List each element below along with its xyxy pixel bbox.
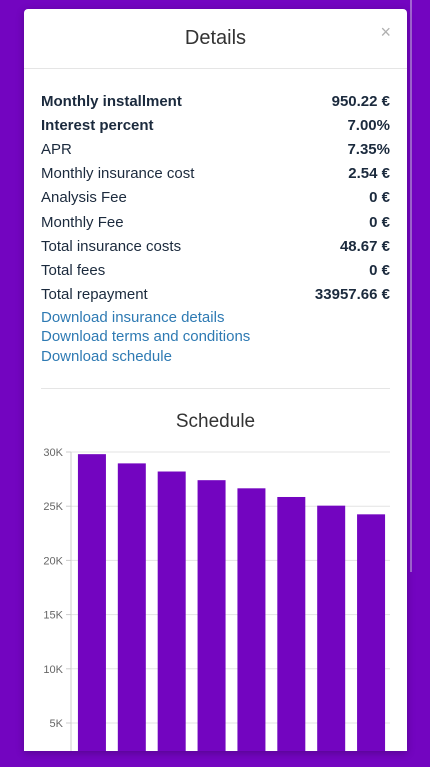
y-tick-label: 5K <box>50 718 64 730</box>
detail-value: 7.35% <box>347 140 390 158</box>
detail-label: Interest percent <box>41 116 154 134</box>
schedule-bar[interactable] <box>237 488 266 751</box>
detail-row-total-fees: Total fees 0 € <box>41 258 390 282</box>
detail-value: 48.67 € <box>339 237 390 255</box>
detail-label: Total insurance costs <box>41 237 182 255</box>
section-divider <box>41 388 390 389</box>
detail-value: 2.54 € <box>348 165 390 183</box>
detail-row-monthly-insurance-cost: Monthly insurance cost 2.54 € <box>41 162 390 186</box>
detail-row-monthly-installment: Monthly installment 950.22 € <box>41 89 390 113</box>
detail-label: Monthly installment <box>41 92 182 110</box>
schedule-bar[interactable] <box>157 471 186 751</box>
schedule-title: Schedule <box>175 411 256 432</box>
schedule-bar[interactable] <box>357 514 386 751</box>
detail-value: 33957.66 € <box>314 286 390 304</box>
schedule-bar[interactable] <box>277 496 306 751</box>
schedule-bar[interactable] <box>117 463 146 751</box>
detail-value: 0 € <box>369 213 390 231</box>
download-schedule-link[interactable]: Download schedule <box>41 347 172 365</box>
detail-label: Monthly insurance cost <box>41 165 195 183</box>
schedule-chart: 30K 25K 20K 15K 10K 5K <box>43 447 390 751</box>
detail-label: Monthly Fee <box>41 213 124 231</box>
scrollbar-track[interactable] <box>410 0 412 572</box>
detail-label: APR <box>41 140 72 158</box>
download-links: Download insurance details Download term… <box>41 308 390 367</box>
y-tick-label: 30K <box>43 447 63 459</box>
detail-value: 7.00% <box>347 116 390 134</box>
detail-label: Analysis Fee <box>41 189 127 207</box>
detail-label: Total fees <box>41 261 106 279</box>
detail-label: Total repayment <box>41 286 148 304</box>
detail-row-monthly-fee: Monthly Fee 0 € <box>41 210 390 234</box>
modal-title: Details <box>184 27 247 49</box>
details-list: Monthly installment 950.22 € Interest pe… <box>41 89 390 366</box>
schedule-bar[interactable] <box>197 480 226 751</box>
detail-row-total-repayment: Total repayment 33957.66 € <box>41 283 390 307</box>
y-tick-label: 10K <box>43 664 63 676</box>
detail-row-analysis-fee: Analysis Fee 0 € <box>41 186 390 210</box>
details-modal: Details × Monthly installment 950.22 € I… <box>24 9 407 751</box>
modal-header: Details × <box>24 9 407 69</box>
detail-row-interest-percent: Interest percent 7.00% <box>41 113 390 137</box>
y-tick-label: 25K <box>43 501 63 513</box>
download-insurance-link[interactable]: Download insurance details <box>41 308 225 326</box>
download-terms-link[interactable]: Download terms and conditions <box>41 328 251 346</box>
schedule-bar[interactable] <box>317 505 346 751</box>
detail-value: 950.22 € <box>331 92 390 110</box>
schedule-bar[interactable] <box>77 454 106 751</box>
detail-row-total-insurance-costs: Total insurance costs 48.67 € <box>41 234 390 258</box>
detail-value: 0 € <box>369 261 390 279</box>
detail-value: 0 € <box>369 189 390 207</box>
close-icon[interactable]: × <box>380 22 391 42</box>
y-tick-label: 20K <box>43 555 63 567</box>
detail-row-apr: APR 7.35% <box>41 137 390 161</box>
y-tick-label: 15K <box>43 610 63 622</box>
